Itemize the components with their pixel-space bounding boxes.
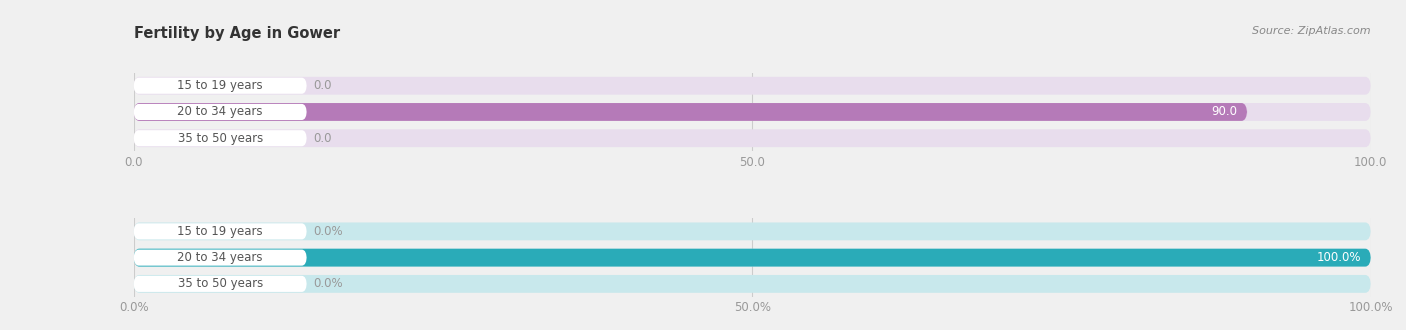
FancyBboxPatch shape <box>134 222 1371 240</box>
Text: 20 to 34 years: 20 to 34 years <box>177 106 263 118</box>
Text: 0.0%: 0.0% <box>314 225 343 238</box>
Text: 90.0: 90.0 <box>1211 106 1237 118</box>
FancyBboxPatch shape <box>134 103 1247 121</box>
Text: 35 to 50 years: 35 to 50 years <box>177 278 263 290</box>
Text: 100.0%: 100.0% <box>1316 251 1361 264</box>
FancyBboxPatch shape <box>134 223 307 240</box>
Text: Source: ZipAtlas.com: Source: ZipAtlas.com <box>1253 26 1371 36</box>
Text: 15 to 19 years: 15 to 19 years <box>177 225 263 238</box>
Text: 0.0: 0.0 <box>314 79 332 92</box>
FancyBboxPatch shape <box>134 78 307 94</box>
Text: 0.0: 0.0 <box>314 132 332 145</box>
FancyBboxPatch shape <box>134 275 1371 293</box>
FancyBboxPatch shape <box>134 249 1371 267</box>
Text: 20 to 34 years: 20 to 34 years <box>177 251 263 264</box>
Text: 0.0%: 0.0% <box>314 278 343 290</box>
Text: Fertility by Age in Gower: Fertility by Age in Gower <box>134 26 340 41</box>
FancyBboxPatch shape <box>134 77 1371 95</box>
FancyBboxPatch shape <box>134 130 307 146</box>
FancyBboxPatch shape <box>134 249 1371 267</box>
Text: 35 to 50 years: 35 to 50 years <box>177 132 263 145</box>
Text: 15 to 19 years: 15 to 19 years <box>177 79 263 92</box>
FancyBboxPatch shape <box>134 104 307 120</box>
FancyBboxPatch shape <box>134 249 307 266</box>
FancyBboxPatch shape <box>134 103 1371 121</box>
FancyBboxPatch shape <box>134 129 1371 147</box>
FancyBboxPatch shape <box>134 276 307 292</box>
